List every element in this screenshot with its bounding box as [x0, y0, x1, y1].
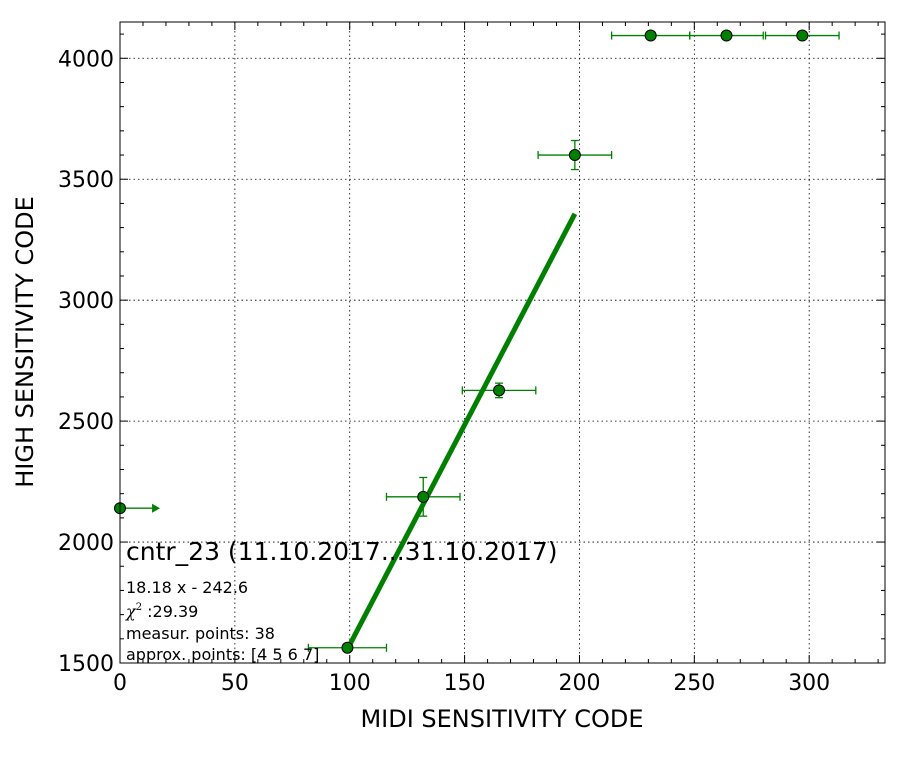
chart-title: cntr_23 (11.10.2017...31.10.2017) [126, 537, 558, 566]
fit-line [345, 212, 578, 651]
x-tick-labels: 0 50 100 150 200 250 300 [113, 671, 830, 696]
y-tick-label: 3500 [58, 168, 114, 193]
y-tick-label: 4000 [58, 47, 114, 72]
y-tick-label: 3000 [58, 289, 114, 314]
plot-background [120, 22, 885, 663]
chi-square-line: χ2 :29.39 [125, 602, 198, 621]
grid [120, 22, 885, 663]
x-tick-label: 300 [788, 671, 830, 696]
y-tick-label: 1500 [58, 652, 114, 677]
y-tick-label: 2500 [58, 410, 114, 435]
data-point [417, 490, 430, 503]
ticks [119, 22, 885, 664]
chi-value: :29.39 [142, 602, 198, 621]
x-tick-label: 200 [558, 671, 600, 696]
x-tick-label: 100 [329, 671, 371, 696]
x-tick-label: 150 [444, 671, 486, 696]
chi-symbol: χ [125, 602, 137, 621]
fit-line-group [345, 212, 578, 651]
data-point [644, 29, 657, 42]
limit-arrow-head [152, 503, 161, 513]
plot-frame [119, 21, 886, 664]
x-axis-title: MIDI SENSITIVITY CODE [360, 705, 643, 733]
chi-power: 2 [136, 602, 142, 613]
data-point [720, 29, 733, 42]
y-tick-label: 2000 [58, 531, 114, 556]
approx-points: approx. points: [4 5 6 7] [126, 645, 319, 664]
x-tick-label: 50 [221, 671, 249, 696]
data-markers [114, 29, 809, 654]
y-tick-labels: 1500 2000 2500 3000 3500 4000 [58, 47, 114, 677]
data-point [341, 641, 354, 654]
fit-equation: 18.18 x - 242.6 [126, 578, 248, 597]
data-point [493, 384, 506, 397]
data-point [568, 149, 581, 162]
x-tick-label: 250 [673, 671, 715, 696]
x-tick-label: 0 [113, 671, 127, 696]
data-point [796, 29, 809, 42]
measured-points: measur. points: 38 [126, 624, 275, 643]
y-axis-title: HIGH SENSITIVITY CODE [11, 196, 39, 488]
